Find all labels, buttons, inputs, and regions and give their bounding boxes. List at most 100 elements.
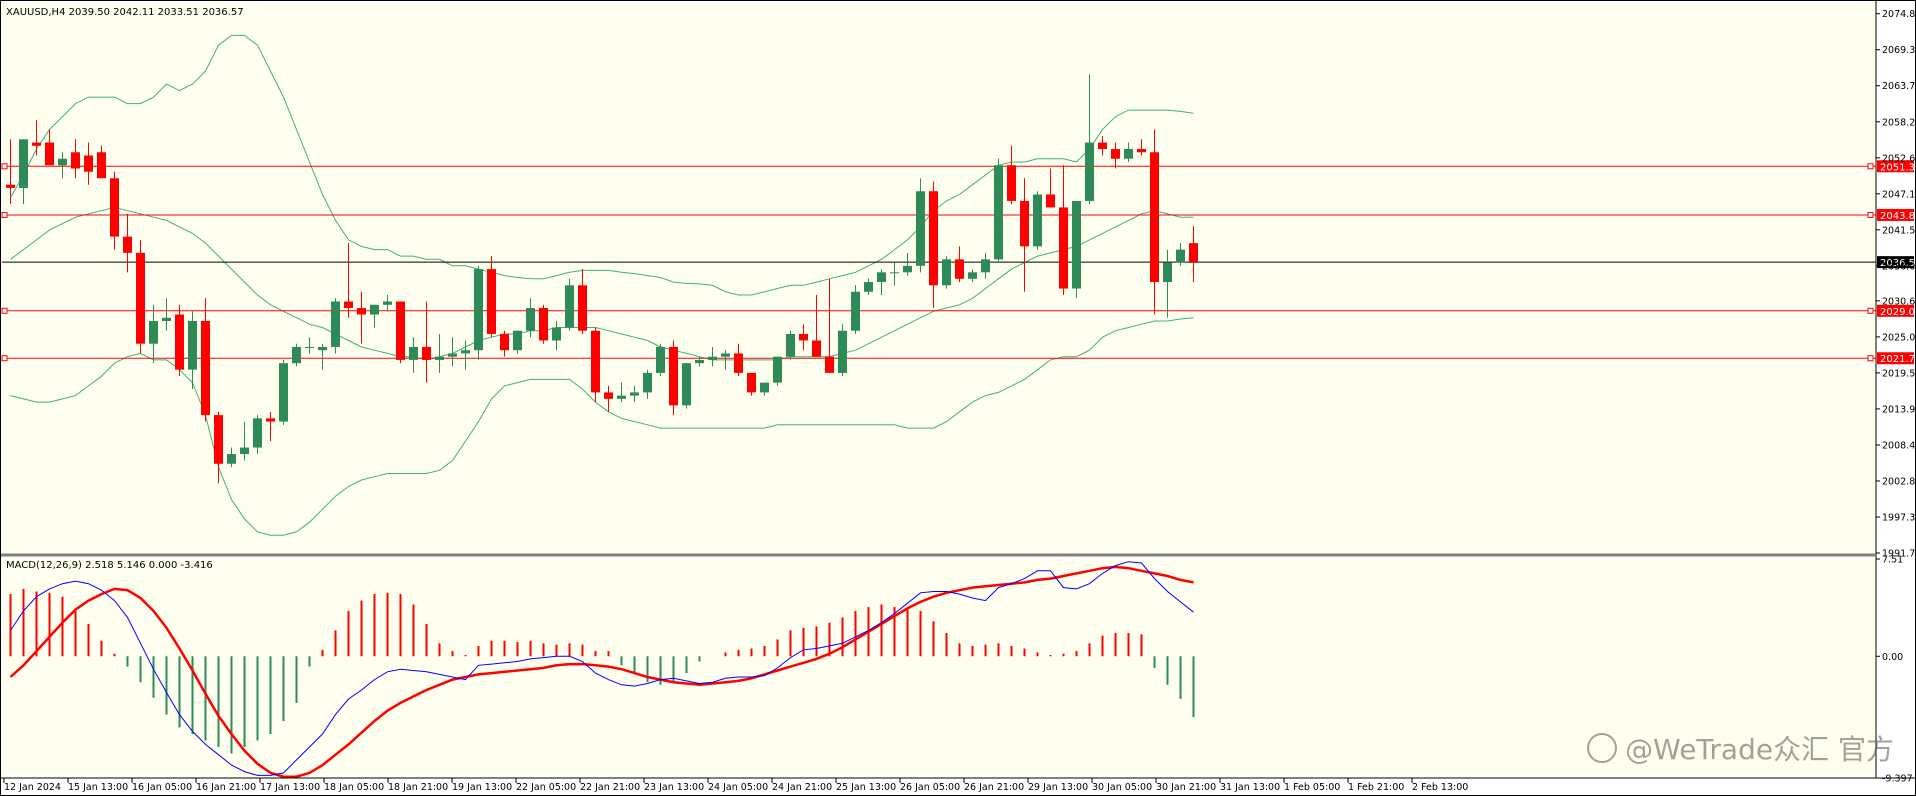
bull-candle	[708, 356, 717, 360]
price-tick-label: 2047.10	[1882, 189, 1916, 200]
macd-tick-label: -9.397	[1882, 774, 1913, 785]
time-tick-label: 16 Jan 21:00	[196, 782, 256, 793]
price-panel[interactable]	[2, 3, 1875, 554]
line-anchor-left[interactable]	[1, 211, 8, 218]
bear-candle	[591, 330, 600, 393]
time-tick-label: 19 Jan 13:00	[452, 782, 512, 793]
bear-candle	[6, 184, 15, 188]
bull-candle	[838, 330, 847, 373]
bear-candle	[422, 346, 431, 360]
time-tick-label: 1 Feb 21:00	[1348, 782, 1404, 793]
time-tick-label: 23 Jan 13:00	[644, 782, 704, 793]
price-tick-label: 2008.40	[1882, 440, 1916, 451]
bear-candle	[1020, 200, 1029, 247]
bear-candle	[201, 320, 210, 416]
time-tick-label: 18 Jan 05:00	[324, 782, 384, 793]
time-tick-label: 29 Jan 13:00	[1028, 782, 1088, 793]
bear-candle	[747, 372, 756, 393]
bear-candle	[1098, 142, 1107, 150]
bull-candle	[994, 165, 1003, 260]
time-tick-label: 24 Jan 05:00	[708, 782, 768, 793]
bear-candle	[812, 340, 821, 357]
bull-candle	[695, 359, 704, 364]
bull-candle	[149, 320, 158, 344]
bull-candle	[526, 308, 535, 331]
price-tick-label: 1997.30	[1882, 512, 1916, 523]
line-anchor-right[interactable]	[1867, 355, 1874, 362]
bear-candle	[487, 269, 496, 334]
candlesticks	[6, 74, 1198, 484]
bull-candle	[916, 191, 925, 266]
price-tick-label: 2025.05	[1882, 332, 1916, 343]
bear-candle	[266, 418, 275, 422]
time-tick-label: 1 Feb 05:00	[1284, 782, 1340, 793]
bull-candle	[1085, 142, 1094, 201]
bear-candle	[45, 142, 54, 166]
bull-candle	[253, 418, 262, 448]
line-anchor-right[interactable]	[1867, 307, 1874, 314]
horizontal-lines	[1, 163, 1876, 362]
bear-candle	[123, 236, 132, 253]
time-tick-label: 25 Jan 13:00	[836, 782, 896, 793]
bull-candle	[773, 356, 782, 383]
line-anchor-left[interactable]	[1, 163, 8, 170]
bear-candle	[110, 178, 119, 237]
macd-tick-label: 0.00	[1882, 652, 1903, 663]
bear-candle	[1189, 243, 1198, 262]
price-tick-label: 2063.75	[1882, 81, 1916, 92]
bear-candle	[1059, 207, 1068, 289]
bear-candle	[578, 285, 587, 331]
bull-candle	[227, 454, 236, 464]
bull-candle	[318, 346, 327, 351]
line-anchor-left[interactable]	[1, 307, 8, 314]
time-tick-label: 30 Jan 05:00	[1092, 782, 1152, 793]
price-level-label: 2021.76	[1880, 354, 1916, 365]
bollinger-lower-line	[10, 317, 1194, 536]
price-level-label-bg	[1877, 304, 1914, 317]
bear-candle	[396, 301, 405, 360]
macd-lines	[9, 561, 1194, 778]
symbol-info: XAUUSD,H4 2039.50 2042.11 2033.51 2036.5…	[6, 7, 244, 18]
time-tick-label: 18 Jan 21:00	[388, 782, 448, 793]
price-level-label: 2051.34	[1880, 162, 1916, 173]
price-level-label: 2043.84	[1880, 211, 1916, 222]
line-anchor-left[interactable]	[1, 355, 8, 362]
bull-candle	[656, 346, 665, 373]
time-axis: 12 Jan 2024 15 Jan 13:00 16 Jan 05:00 16 Ja…	[3, 778, 1468, 793]
bear-candle	[97, 152, 106, 179]
line-anchor-right[interactable]	[1867, 211, 1874, 218]
bull-candle	[1072, 200, 1081, 289]
bear-candle	[1046, 194, 1055, 208]
bear-candle	[1111, 149, 1120, 159]
bull-candle	[383, 301, 392, 305]
price-level-label-bg	[1877, 352, 1914, 365]
bull-candle	[162, 317, 171, 321]
line-anchor-right[interactable]	[1867, 163, 1874, 170]
macd-panel[interactable]	[2, 557, 1875, 778]
time-tick-label: 24 Jan 21:00	[772, 782, 832, 793]
time-tick-label: 30 Jan 21:00	[1156, 782, 1216, 793]
bull-candle	[1033, 194, 1042, 247]
price-level-label-bg	[1877, 208, 1914, 221]
bear-candle	[32, 142, 41, 146]
bear-candle	[344, 301, 353, 309]
bear-candle	[734, 353, 743, 373]
bull-candle	[864, 282, 873, 292]
time-tick-label: 16 Jan 05:00	[132, 782, 192, 793]
price-axis: 2051.34 2043.84 2029.07 2021.76 2036.57 2074.…	[1876, 9, 1916, 560]
bull-candle	[851, 291, 860, 331]
weibo-icon	[1587, 733, 1618, 763]
price-tick-label: 2013.95	[1882, 404, 1916, 415]
bear-candle	[500, 333, 509, 351]
time-tick-label: 2 Feb 13:00	[1412, 782, 1468, 793]
bollinger-mid-line	[10, 206, 1194, 361]
price-tick-label: 2002.85	[1882, 476, 1916, 487]
bull-candle	[1163, 262, 1172, 283]
bear-candle	[1137, 149, 1146, 153]
time-tick-label: 22 Jan 05:00	[516, 782, 576, 793]
bull-candle	[903, 265, 912, 273]
bull-candle	[565, 285, 574, 328]
bull-candle	[877, 272, 886, 283]
bear-candle	[604, 392, 613, 399]
